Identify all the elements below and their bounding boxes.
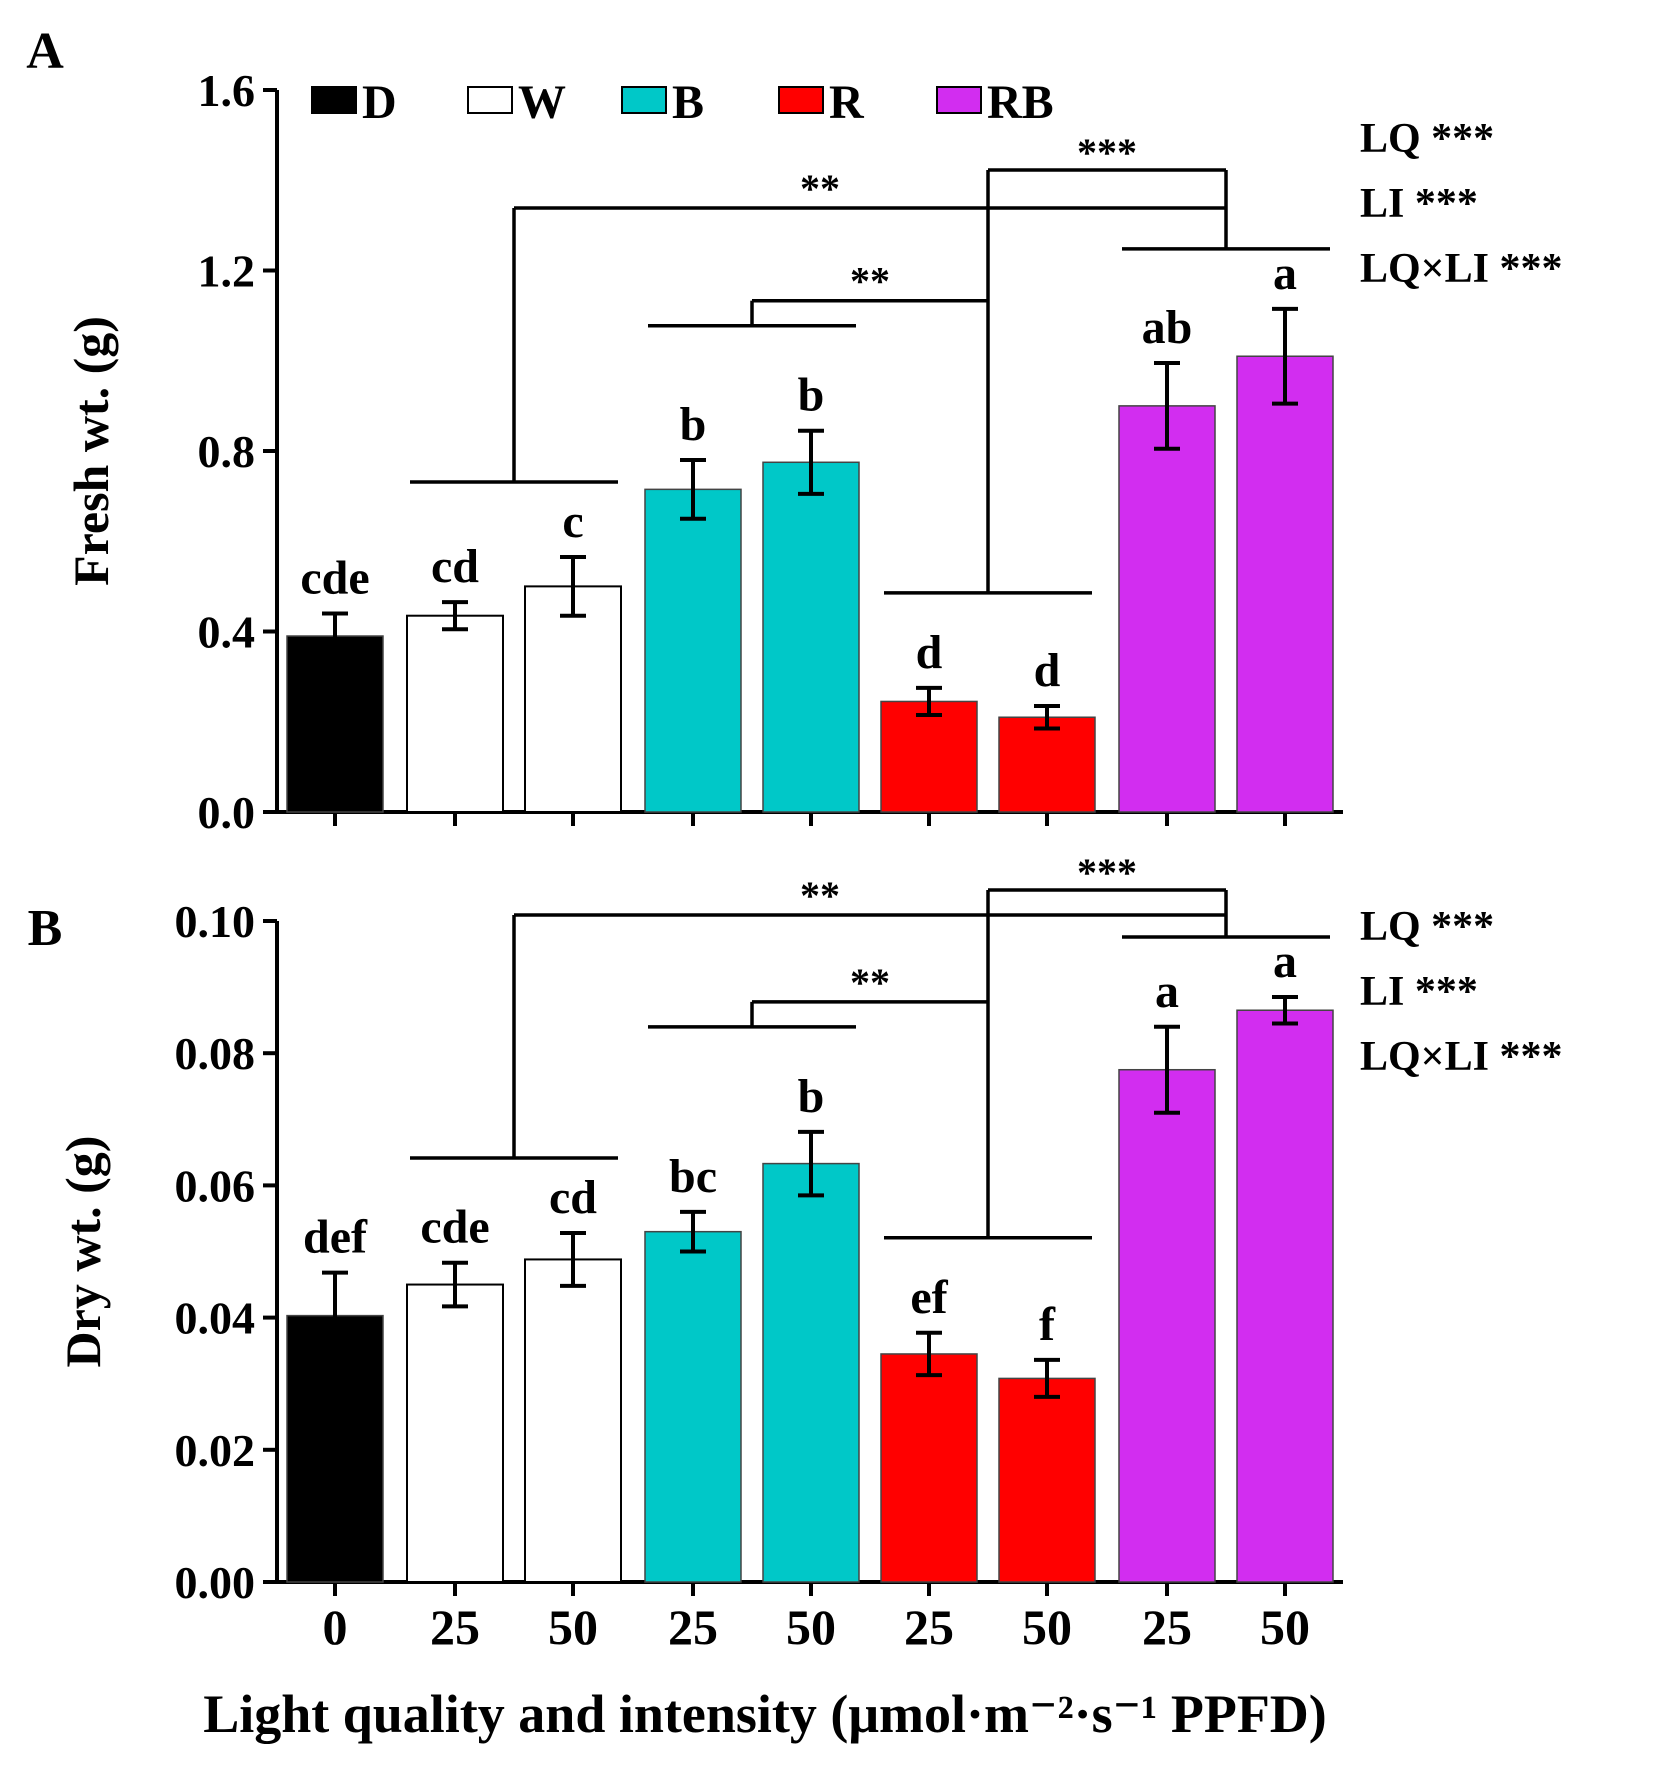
legend-label: B xyxy=(672,76,704,129)
significance-letter: d xyxy=(1034,644,1061,697)
significance-letter: cd xyxy=(431,540,479,593)
significance-letter: b xyxy=(680,398,707,451)
significance-letter: b xyxy=(798,369,825,422)
significance-letter: a xyxy=(1155,965,1179,1018)
significance-letter: b xyxy=(798,1070,825,1123)
bracket-label: ** xyxy=(800,873,840,918)
y-tick-label: 0.4 xyxy=(198,607,256,658)
bar xyxy=(644,488,742,813)
bar xyxy=(1118,405,1216,813)
bar xyxy=(1236,355,1334,813)
bar xyxy=(1118,1068,1216,1583)
bar xyxy=(524,585,622,813)
x-axis-title: Light quality and intensity (μmol·m⁻²·s⁻… xyxy=(203,1684,1327,1744)
x-tick-label: 25 xyxy=(904,1599,954,1655)
y-tick-label: 0.02 xyxy=(175,1425,256,1476)
y-tick-label: 0.8 xyxy=(198,426,256,477)
stat-label: LI *** xyxy=(1360,969,1478,1015)
stat-label: LQ×LI *** xyxy=(1360,1034,1562,1080)
bar xyxy=(762,1162,860,1583)
y-tick-label: 0.10 xyxy=(175,896,256,947)
y-tick-label: 1.6 xyxy=(198,65,256,116)
x-tick-label: 50 xyxy=(548,1599,598,1655)
significance-letter: def xyxy=(303,1211,368,1264)
legend-swatch xyxy=(936,86,982,114)
legend-swatch xyxy=(311,86,357,114)
panel-label: B xyxy=(28,900,63,957)
bar xyxy=(1236,1009,1334,1583)
significance-letter: a xyxy=(1273,247,1297,300)
bar xyxy=(524,1258,622,1583)
significance-letter: d xyxy=(916,626,943,679)
stat-label: LI *** xyxy=(1360,181,1478,227)
significance-letter: bc xyxy=(669,1150,717,1203)
x-tick-label: 50 xyxy=(1022,1599,1072,1655)
legend-swatch xyxy=(621,86,667,114)
stat-label: LQ×LI *** xyxy=(1360,246,1562,292)
y-tick-label: 0.08 xyxy=(175,1028,256,1079)
bar xyxy=(406,614,504,813)
bracket-label: ** xyxy=(850,960,890,1005)
bracket-label: ** xyxy=(800,166,840,211)
stat-label: LQ *** xyxy=(1360,116,1494,162)
bar xyxy=(998,1377,1096,1583)
y-tick-label: 0.06 xyxy=(175,1160,256,1211)
significance-letter: a xyxy=(1273,935,1297,988)
significance-letter: ab xyxy=(1142,301,1193,354)
bar xyxy=(998,716,1096,813)
y-tick-label: 0.0 xyxy=(198,787,256,838)
significance-letter: f xyxy=(1039,1298,1056,1351)
bar xyxy=(880,700,978,813)
y-tick-label: 0.00 xyxy=(175,1557,256,1608)
bar xyxy=(286,635,384,813)
y-tick-label: 0.04 xyxy=(175,1293,256,1344)
bar xyxy=(644,1230,742,1583)
legend-label: R xyxy=(829,76,865,129)
x-tick-label: 50 xyxy=(786,1599,836,1655)
stat-label: LQ *** xyxy=(1360,904,1494,950)
legend-label: RB xyxy=(987,76,1054,129)
y-axis-title: Dry wt. (g) xyxy=(55,1136,111,1368)
legend-swatch xyxy=(778,86,824,114)
x-tick-label: 50 xyxy=(1260,1599,1310,1655)
legend-label: D xyxy=(362,76,397,129)
bar xyxy=(406,1283,504,1584)
y-axis-title: Fresh wt. (g) xyxy=(63,316,119,586)
y-tick-label: 1.2 xyxy=(198,246,256,297)
bracket-label: ** xyxy=(850,259,890,304)
significance-letter: cd xyxy=(549,1171,597,1224)
bracket-label: *** xyxy=(1077,130,1137,175)
bracket-label: *** xyxy=(1077,850,1137,895)
bar xyxy=(762,461,860,813)
bar xyxy=(880,1353,978,1583)
panel-label: A xyxy=(26,23,64,80)
legend-label: W xyxy=(518,76,566,129)
significance-letter: c xyxy=(562,495,583,548)
x-tick-label: 0 xyxy=(323,1599,348,1655)
significance-letter: cde xyxy=(300,551,369,604)
significance-letter: cde xyxy=(420,1201,489,1254)
significance-letter: ef xyxy=(910,1271,948,1324)
x-tick-label: 25 xyxy=(668,1599,718,1655)
x-tick-label: 25 xyxy=(1142,1599,1192,1655)
x-tick-label: 25 xyxy=(430,1599,480,1655)
legend-swatch xyxy=(467,86,513,114)
